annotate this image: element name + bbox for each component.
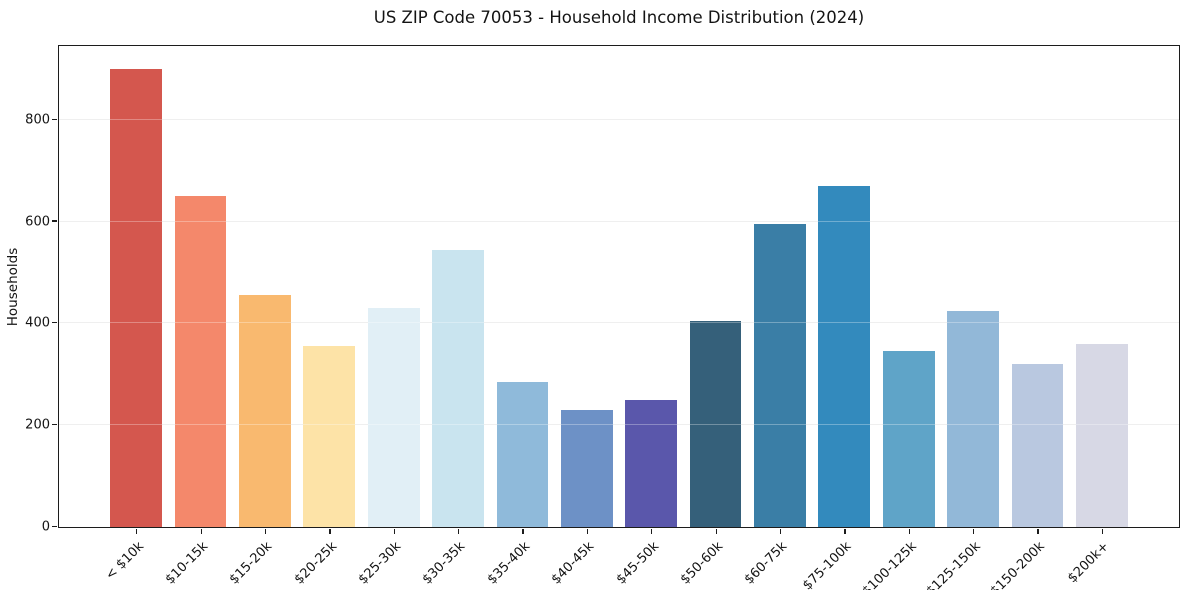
y-tick-label: 800	[25, 112, 50, 128]
x-tick-label: $35-40k	[469, 535, 533, 587]
bar-slot: $200k+	[1065, 46, 1134, 586]
x-tick-label: $40-45k	[533, 535, 597, 587]
x-tick-label-text: $50-60k	[677, 539, 727, 588]
bar-slot: $25-30k	[356, 46, 426, 587]
x-tick-mark	[715, 529, 717, 534]
bar-slot: $10-15k	[163, 46, 232, 587]
x-tick-label: $125-150k	[903, 535, 983, 590]
x-tick-label-text: < $10k	[102, 539, 147, 584]
x-tick-label: $20-25k	[276, 535, 339, 587]
gridline	[59, 118, 1179, 120]
x-tick-mark	[844, 529, 846, 534]
bar-slot: $125-150k	[923, 46, 1005, 590]
x-tick-label: $45-50k	[598, 535, 661, 587]
x-tick-label-text: $150-200k	[987, 539, 1049, 590]
bar-slot: < $10k	[103, 46, 168, 583]
bar	[110, 68, 163, 527]
bar	[496, 381, 549, 527]
bar	[818, 185, 871, 527]
x-tick-label: $25-30k	[340, 535, 404, 587]
bar	[367, 308, 420, 527]
x-tick-label-text: $15-20k	[227, 539, 276, 588]
x-tick-label: $15-20k	[211, 535, 275, 587]
x-tick-label-text: $25-30k	[355, 539, 405, 588]
bar-slot: $50-60k	[678, 46, 747, 587]
gridline	[59, 322, 1179, 324]
bar-slot: $15-20k	[227, 46, 297, 587]
bar-slot: $30-35k	[420, 46, 490, 587]
chart-title: US ZIP Code 70053 - Household Income Dis…	[373, 8, 865, 27]
x-tick-mark	[136, 529, 138, 534]
bar	[303, 346, 356, 527]
y-tick-mark	[52, 118, 57, 120]
x-tick-label: $200k+	[1050, 535, 1112, 586]
x-tick-label: $30-35k	[404, 535, 468, 587]
bar-slot: $75-100k	[801, 46, 876, 590]
x-tick-mark	[586, 529, 588, 534]
x-tick-mark	[458, 529, 460, 534]
y-tick-label: 200	[25, 417, 50, 433]
bar	[432, 249, 484, 527]
bar-slot: $100-125k	[859, 46, 941, 590]
x-tick-label-text: $45-50k	[613, 539, 662, 588]
x-tick-mark	[522, 529, 524, 534]
y-tick-mark	[52, 424, 57, 426]
x-tick-mark	[1037, 529, 1039, 534]
x-tick-mark	[908, 529, 910, 534]
y-tick-label: 600	[25, 214, 50, 230]
x-tick-label-text: $10-15k	[162, 539, 212, 588]
x-tick-label-text: $35-40k	[484, 539, 534, 588]
y-axis-label-text: Households	[5, 247, 22, 326]
x-tick-label: $75-100k	[782, 535, 855, 590]
bar	[947, 310, 999, 527]
bar	[560, 409, 613, 527]
bars-row: < $10k $10-15k $15-20k $20-25k $25-30k $30-35…	[59, 46, 1179, 590]
x-tick-label-text: $40-45k	[548, 539, 598, 588]
gridline	[59, 424, 1179, 426]
bar	[239, 295, 291, 527]
y-tick-mark	[52, 525, 57, 527]
bar	[625, 399, 678, 527]
bar-slot: $150-200k	[988, 46, 1069, 590]
bar-slot: $35-40k	[485, 46, 554, 587]
x-tick-mark	[779, 529, 782, 534]
x-tick-mark	[329, 529, 331, 534]
x-tick-label: $60-75k	[726, 535, 790, 587]
bar	[689, 320, 742, 527]
x-tick-label: $100-125k	[839, 535, 919, 590]
x-tick-label: $150-200k	[967, 535, 1048, 590]
y-axis-label: Households	[0, 45, 26, 528]
x-tick-mark	[393, 529, 395, 534]
x-tick-mark	[200, 529, 202, 534]
bar	[1011, 364, 1064, 527]
x-tick-mark	[651, 529, 653, 534]
y-tick-mark	[52, 220, 57, 222]
x-tick-mark	[264, 529, 267, 534]
x-tick-mark	[973, 529, 975, 534]
y-tick-label: 400	[25, 315, 50, 331]
x-tick-mark	[1101, 529, 1103, 534]
x-tick-label: < $10k	[89, 535, 147, 583]
x-tick-label-text: $200k+	[1065, 539, 1113, 587]
x-tick-label: $50-60k	[662, 535, 726, 587]
bar	[1075, 343, 1128, 527]
x-tick-label-text: $20-25k	[291, 539, 340, 588]
bar-slot: $40-45k	[549, 46, 619, 587]
bar-slot: $20-25k	[291, 46, 361, 587]
gridline	[59, 220, 1179, 222]
y-tick-mark	[52, 322, 57, 324]
x-tick-label: $10-15k	[147, 535, 211, 587]
bar-slot: $60-75k	[742, 46, 812, 587]
bar-slot: $45-50k	[613, 46, 683, 587]
bar	[174, 196, 227, 527]
bar	[754, 224, 806, 527]
y-tick-label: 0	[41, 519, 50, 535]
x-tick-label-text: $30-35k	[420, 539, 469, 588]
bar	[882, 351, 935, 527]
plot-area: < $10k $10-15k $15-20k $20-25k $25-30k $30-35…	[25, 45, 1180, 590]
